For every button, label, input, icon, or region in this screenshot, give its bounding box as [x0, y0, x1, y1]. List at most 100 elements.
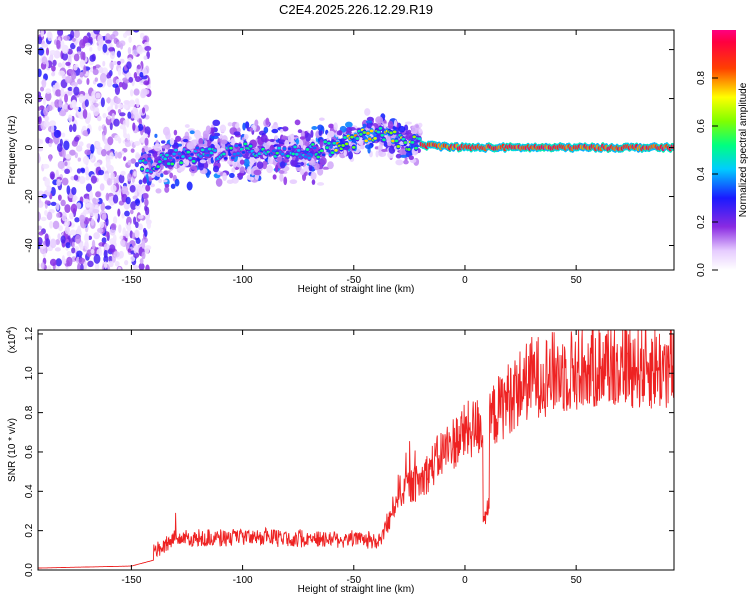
- spectrogram-cell: [289, 179, 298, 184]
- spectrogram-x-tick-label: -150: [121, 275, 141, 286]
- spectrogram-cell: [83, 261, 88, 270]
- colorbar-ticks: 0.0 0.2 0.4 0.6 0.8: [696, 71, 718, 277]
- spectrogram-cell: [133, 72, 138, 79]
- spectrogram-cell: [109, 122, 113, 131]
- spectrogram-cell: [38, 211, 41, 222]
- spectrogram-cell: [336, 130, 343, 136]
- spectrogram-cell: [287, 147, 292, 151]
- spectrogram-cell: [123, 156, 127, 162]
- spectrogram-cell: [147, 157, 151, 161]
- spectrogram-cell: [112, 194, 119, 204]
- spectrogram-cell: [64, 154, 72, 159]
- spectrogram-cell: [195, 146, 200, 150]
- spectrogram-cell: [334, 148, 338, 152]
- spectrogram-cell: [145, 264, 150, 270]
- spectrogram-cell: [46, 211, 53, 221]
- spectrogram-cell: [84, 99, 89, 107]
- spectrogram-cell: [327, 130, 335, 138]
- spectrogram-cell: [391, 139, 395, 143]
- spectrogram-cell: [122, 120, 127, 127]
- snr-x-tick-label: -100: [233, 575, 253, 586]
- spectrogram-cell: [212, 119, 221, 127]
- spectrogram-cell: [133, 216, 137, 225]
- spectrogram-cell: [184, 124, 190, 128]
- spectrogram-cell: [45, 47, 50, 56]
- spectrogram-cell: [88, 95, 93, 101]
- spectrogram-cell: [137, 185, 143, 193]
- spectrogram-cell: [38, 36, 43, 45]
- spectrogram-cell: [79, 39, 86, 49]
- spectrogram-cell: [45, 238, 51, 247]
- spectrogram-cell: [86, 78, 90, 86]
- spectrogram-cell: [117, 151, 123, 159]
- spectrogram-cell: [61, 148, 66, 159]
- spectrogram-cell: [213, 149, 217, 152]
- spectrogram-cell: [162, 179, 168, 183]
- snr-x-tick-label: -150: [121, 575, 141, 586]
- spectrogram-cell: [272, 174, 277, 180]
- spectrogram-cell: [66, 256, 73, 267]
- spectrogram-cell: [98, 169, 105, 176]
- spectrogram-y-tick-label: 40: [24, 44, 35, 56]
- spectrogram-cell: [60, 199, 66, 207]
- spectrogram-cell: [152, 145, 157, 149]
- spectrogram-cell: [277, 156, 283, 163]
- spectrogram-cell: [365, 120, 373, 124]
- spectrogram-cell: [283, 176, 288, 186]
- spectrogram-cell: [43, 120, 50, 128]
- spectrogram-cell: [128, 76, 134, 83]
- snr-y-tick-label: 0.6: [24, 445, 35, 459]
- spectrogram-cell: [40, 216, 47, 222]
- spectrogram-cell: [74, 152, 78, 159]
- spectrogram-cell: [129, 89, 134, 97]
- spectrogram-cell: [64, 168, 70, 175]
- spectrogram-cell: [84, 149, 92, 156]
- spectrogram-cell: [213, 132, 221, 137]
- spectrogram-cell: [378, 126, 383, 130]
- spectrogram-cell: [120, 239, 126, 247]
- spectrogram-cell: [246, 174, 251, 180]
- spectrogram-cell: [139, 258, 144, 265]
- spectrogram-cell: [138, 262, 145, 270]
- spectrogram-cell: [274, 135, 279, 140]
- spectrogram-cell: [111, 113, 115, 119]
- spectrogram-cell: [69, 149, 76, 156]
- spectrogram-cell: [417, 122, 423, 128]
- spectrogram-cell: [109, 49, 116, 60]
- spectrogram-cell: [145, 169, 150, 173]
- spectrogram-cell: [142, 227, 147, 234]
- spectrogram-cell: [297, 129, 303, 134]
- spectrogram-cell: [227, 122, 233, 127]
- spectrogram-cell: [83, 198, 90, 204]
- spectrogram-cell: [114, 151, 119, 159]
- spectrogram-cell: [232, 152, 237, 156]
- spectrogram-cell: [168, 156, 173, 160]
- spectrogram-cell: [144, 245, 150, 254]
- spectrogram-cell: [269, 138, 275, 143]
- spectrogram-cell: [154, 133, 158, 138]
- spectrogram-cell: [322, 166, 330, 170]
- spectrogram-cell: [128, 36, 132, 44]
- spectrogram-cell: [167, 170, 171, 174]
- spectrogram-cell: [299, 168, 305, 176]
- spectrogram-x-label: Height of straight line (km): [298, 284, 415, 295]
- spectrogram-cell: [319, 117, 325, 121]
- spectrogram-cell: [117, 60, 121, 66]
- colorbar-tick-label: 0.8: [696, 71, 707, 85]
- spectrogram-cell: [148, 150, 155, 154]
- spectrogram-cell: [84, 232, 90, 243]
- spectrogram-cell: [231, 137, 235, 143]
- spectrogram-cell: [140, 136, 146, 143]
- spectrogram-cell: [105, 158, 111, 167]
- spectrogram-cell: [57, 30, 64, 37]
- spectrogram-cell: [93, 253, 101, 264]
- spectrogram-cell: [78, 176, 86, 185]
- spectrogram-cell: [114, 104, 118, 110]
- spectrogram-cell: [396, 145, 401, 148]
- spectrogram-cell: [172, 142, 180, 149]
- spectrogram-cell: [156, 165, 160, 169]
- spectrogram-cell: [38, 111, 41, 118]
- spectrogram-cell: [68, 124, 73, 133]
- spectrogram-cell: [122, 32, 128, 39]
- spectrogram-cell: [48, 138, 54, 144]
